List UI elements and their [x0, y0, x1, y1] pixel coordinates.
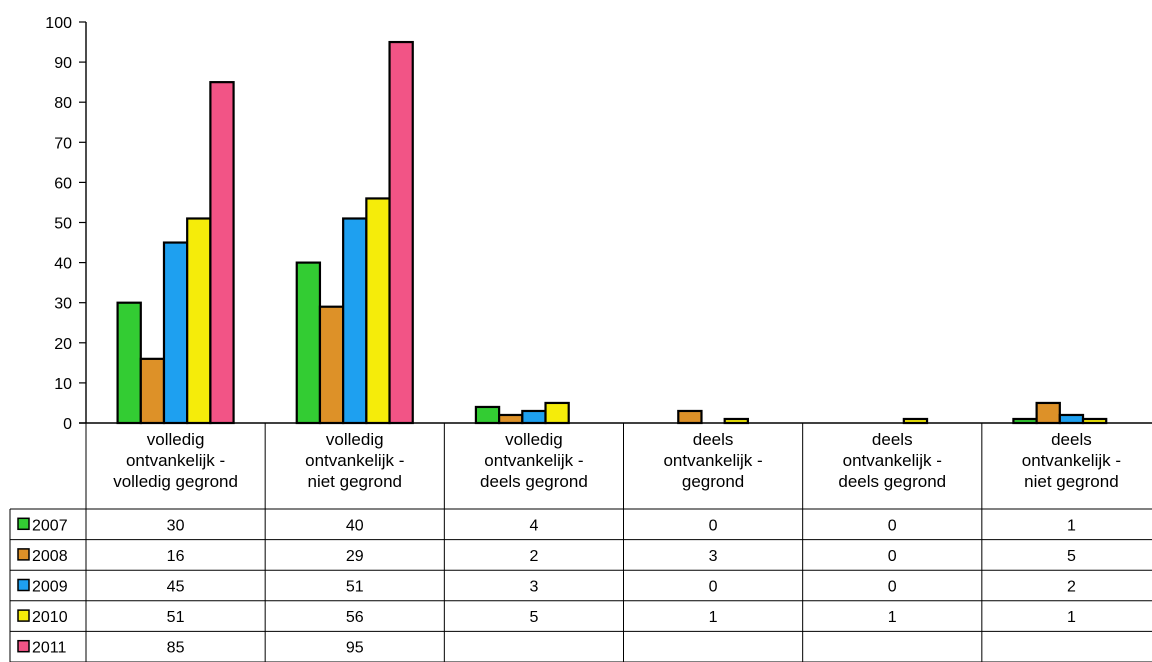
y-tick-label: 90 [54, 55, 72, 72]
y-tick-label: 30 [54, 296, 72, 313]
table-cell-value: 1 [709, 609, 718, 626]
category-label-line: ontvankelijk - [484, 451, 583, 470]
legend-key-2011 [17, 639, 30, 653]
x-axis: volledig ontvankelijk -volledig gegrondvo… [79, 422, 1152, 509]
category-label-line: niet gegrond [307, 472, 402, 491]
legend-label: 2007 [32, 517, 68, 534]
legend-key-2008 [17, 548, 30, 561]
bar-2010-cat-2 [365, 197, 391, 425]
category-label-line: ontvankelijk - [843, 451, 942, 470]
table-cell-value: 16 [167, 548, 185, 565]
table-cell-value: 1 [888, 609, 897, 626]
category-label-line: ontvankelijk - [663, 451, 762, 470]
category-label-line: ontvankelijk - [1022, 451, 1121, 470]
category-label-line: deels gegrond [838, 472, 946, 491]
bar-2009-cat-1 [162, 241, 189, 425]
category-label-line: volledig [505, 430, 563, 449]
category-label-line: deels [872, 430, 913, 449]
category-label-line: volledig gegrond [113, 472, 238, 491]
bar-2009-cat-2 [342, 217, 368, 425]
bar-2010-cat-1 [186, 217, 212, 425]
y-axis: 0 10 20 30 40 50 60 70 80 90 100 [45, 15, 87, 433]
table-cell-value: 0 [888, 548, 897, 565]
y-tick-label: 80 [54, 95, 72, 112]
legend-label: 2010 [32, 609, 68, 626]
legend-label: 2008 [32, 548, 68, 565]
table-cell-value: 2 [529, 548, 538, 565]
category-label-line: gegrond [682, 472, 744, 491]
bars [116, 40, 1108, 425]
table-cell-value: 2 [1067, 579, 1076, 596]
table-cell-value: 3 [709, 548, 718, 565]
category-label: volledig ontvankelijk - volledig gegrond [113, 430, 238, 491]
bar-2009-cat-6 [1058, 413, 1085, 425]
bar-2007-cat-3 [474, 405, 501, 425]
category-label: volledig ontvankelijk - deels gegrond [480, 430, 588, 491]
bar-2009-cat-3 [521, 409, 547, 425]
category-label-line: volledig [326, 430, 384, 449]
table-cell-value: 51 [346, 579, 364, 596]
category-label: deels ontvankelijk - gegrond [663, 430, 762, 491]
table-cell-value: 30 [167, 517, 185, 534]
y-tick-label: 70 [54, 135, 72, 152]
table-cell-value: 5 [529, 609, 538, 626]
category-label-line: deels [1051, 430, 1092, 449]
category-label-line: deels [693, 430, 734, 449]
table-cell-value: 0 [888, 579, 897, 596]
category-label-line: niet gegrond [1024, 472, 1119, 491]
bar-2007-cat-2 [295, 261, 322, 425]
bar-2008-cat-2 [318, 305, 345, 425]
table-cell-value: 0 [709, 517, 718, 534]
table-cell-value: 1 [1067, 517, 1076, 534]
bar-2007-cat-1 [116, 301, 142, 425]
legend-key-2007 [17, 517, 30, 531]
legend-key-2010 [17, 609, 30, 622]
table-cell-value: 5 [1067, 548, 1076, 565]
bar-2008-cat-4 [677, 409, 703, 425]
bar-2010-cat-3 [544, 401, 570, 425]
table-cell-value: 56 [346, 609, 364, 626]
legend-label: 2009 [32, 579, 68, 596]
table-cell-value: 3 [529, 579, 538, 596]
category-label-line: volledig [147, 430, 205, 449]
table-cell-value: 95 [346, 640, 364, 657]
y-tick-label: 20 [54, 336, 72, 353]
table-cell-value: 0 [888, 517, 897, 534]
category-label: deels ontvankelijk - deels gegrond [838, 430, 946, 491]
category-label-line: deels gegrond [480, 472, 588, 491]
bar-2011-cat-1 [209, 81, 235, 425]
table-cell-value: 29 [346, 548, 364, 565]
y-tick-label: 0 [63, 416, 72, 433]
category-label-line: ontvankelijk - [126, 451, 225, 470]
table-cell-value: 85 [167, 640, 185, 657]
legend-label: 2011 [32, 640, 67, 657]
y-tick-label: 50 [54, 216, 72, 233]
legend-key-2009 [17, 578, 30, 592]
y-tick-label: 10 [54, 376, 72, 393]
bar-2008-cat-3 [498, 413, 524, 425]
category-label: volledig ontvankelijk - niet gegrond [305, 430, 404, 491]
bar-2008-cat-6 [1035, 401, 1061, 425]
y-tick-label: 100 [45, 15, 72, 32]
y-tick-label: 40 [54, 256, 72, 273]
table-cell-value: 0 [709, 579, 718, 596]
table-cell-value: 40 [346, 517, 364, 534]
y-tick-label: 60 [54, 175, 72, 192]
table-cell-value: 51 [167, 609, 185, 626]
table-cell-value: 4 [529, 517, 538, 534]
bar-2008-cat-1 [139, 357, 166, 425]
bar-2011-cat-2 [388, 40, 414, 425]
table-cell-value: 45 [167, 579, 185, 596]
category-label: deels ontvankelijk - niet gegrond [1022, 430, 1121, 491]
category-label-line: ontvankelijk - [305, 451, 404, 470]
table-cell-value: 1 [1067, 609, 1076, 626]
